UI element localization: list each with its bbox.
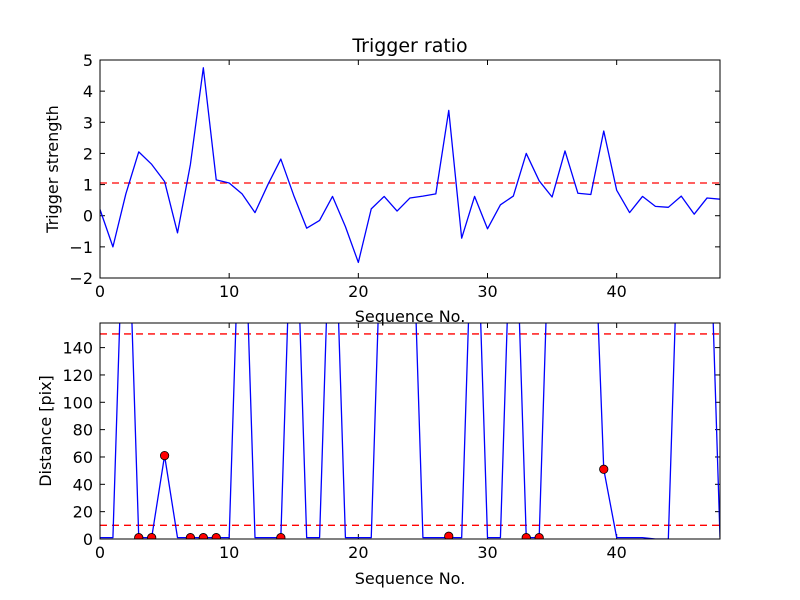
top-y-tick-label: 2 — [83, 144, 93, 163]
bottom-y-tick-label: 80 — [73, 421, 93, 440]
bottom-data-marker — [198, 533, 208, 539]
bottom-data-marker — [444, 531, 454, 539]
bottom-data-marker — [534, 533, 544, 539]
top-x-tick-label: 0 — [95, 282, 105, 301]
top-plot-frame — [99, 59, 721, 279]
bottom-plot-frame — [99, 322, 721, 540]
top-y-tick-label: 1 — [83, 176, 93, 195]
bottom-y-tick-label: 100 — [62, 393, 93, 412]
top-y-axis-label: Trigger strength — [43, 105, 62, 234]
bottom-data-marker — [185, 533, 196, 539]
bottom-series-line — [100, 323, 720, 539]
bottom-data-marker — [159, 451, 170, 461]
bottom-x-tick-group: 0 10 20 30 40 — [95, 323, 627, 562]
top-series-group — [100, 67, 720, 264]
bottom-marker-group — [134, 451, 609, 539]
top-x-axis-label: Sequence No. — [355, 307, 466, 326]
bottom-x-tick-label: 40 — [606, 543, 626, 562]
bottom-y-tick-group: 0 20 40 60 80 100 120 140 — [62, 339, 720, 549]
bottom-data-marker — [599, 464, 609, 474]
bottom-y-tick-label: 40 — [73, 475, 93, 494]
top-y-tick-label: −1 — [69, 238, 93, 257]
bottom-x-tick-label: 0 — [95, 543, 105, 562]
top-x-tick-group: 0 10 20 30 40 — [95, 60, 627, 301]
bottom-data-marker — [521, 533, 531, 539]
bottom-y-tick-label: 140 — [62, 339, 93, 358]
top-series-line — [100, 67, 720, 264]
bottom-y-tick-label: 120 — [62, 366, 93, 385]
top-y-tick-label: 3 — [83, 113, 93, 132]
bottom-series-group — [100, 323, 720, 539]
top-y-tick-label: −2 — [69, 269, 93, 288]
top-y-tick-group: −2 −1 0 1 2 3 4 5 — [69, 51, 720, 288]
bottom-data-marker — [147, 533, 157, 539]
bottom-y-tick-label: 20 — [73, 503, 93, 522]
top-x-tick-label: 40 — [606, 282, 626, 301]
bottom-y-tick-label: 0 — [83, 530, 93, 549]
bottom-data-marker — [276, 533, 286, 539]
bottom-x-tick-label: 20 — [348, 543, 368, 562]
bottom-y-tick-label: 60 — [73, 448, 93, 467]
top-y-tick-label: 4 — [83, 82, 93, 101]
bottom-x-tick-label: 10 — [219, 543, 239, 562]
top-x-tick-label: 10 — [219, 282, 239, 301]
top-x-tick-label: 30 — [477, 282, 497, 301]
bottom-x-tick-label: 30 — [477, 543, 497, 562]
bottom-data-marker — [134, 533, 144, 539]
bottom-y-axis-label: Distance [pix] — [36, 375, 55, 487]
bottom-threshold-lines — [100, 333, 720, 526]
bottom-data-marker — [211, 533, 221, 539]
top-y-tick-label: 0 — [83, 207, 93, 226]
top-x-tick-label: 20 — [348, 282, 368, 301]
bottom-x-axis-label: Sequence No. — [355, 569, 466, 588]
top-y-tick-label: 5 — [83, 51, 93, 70]
top-chart-title: Trigger ratio — [351, 35, 467, 57]
